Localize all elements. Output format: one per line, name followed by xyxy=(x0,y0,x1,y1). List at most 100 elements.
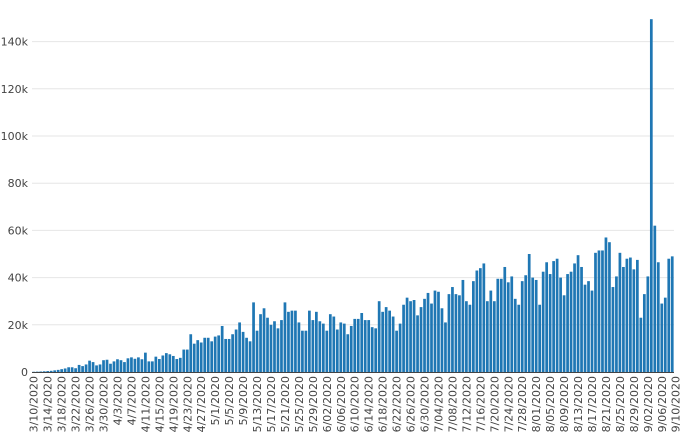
x-tick-label: 8/21/2020 xyxy=(600,376,613,432)
bar xyxy=(608,242,611,372)
bar xyxy=(220,325,224,372)
bar xyxy=(140,359,144,372)
bar xyxy=(412,300,416,372)
bar xyxy=(42,371,46,372)
bar xyxy=(151,361,154,372)
bar xyxy=(276,328,280,372)
bar xyxy=(541,271,545,372)
bar xyxy=(147,361,151,372)
bar xyxy=(458,295,461,372)
bar xyxy=(395,330,398,372)
bar xyxy=(615,276,618,372)
x-tick-label: 6/30/2020 xyxy=(419,376,432,432)
bar xyxy=(241,331,245,372)
bar xyxy=(84,364,88,372)
bar xyxy=(137,357,140,372)
bar xyxy=(171,355,175,372)
bar xyxy=(273,321,276,372)
bar xyxy=(499,278,503,372)
bar xyxy=(667,258,671,372)
bar xyxy=(649,19,653,373)
bar xyxy=(60,369,64,372)
bar xyxy=(102,360,105,372)
bar xyxy=(304,330,308,372)
bar xyxy=(339,322,343,372)
bar xyxy=(566,274,569,372)
bar xyxy=(203,337,207,372)
bar xyxy=(447,294,451,372)
bar xyxy=(489,290,493,372)
bar xyxy=(402,304,405,372)
x-tick-label: 7/12/2020 xyxy=(460,376,473,432)
bar xyxy=(370,327,374,372)
bar xyxy=(349,325,353,372)
bar xyxy=(409,301,412,372)
x-tick-label: 6/22/2020 xyxy=(391,376,404,432)
bar xyxy=(492,301,496,372)
bar xyxy=(335,329,339,372)
bar xyxy=(360,313,364,372)
bar xyxy=(35,371,39,373)
bar xyxy=(503,266,507,372)
bar xyxy=(426,292,430,372)
bar xyxy=(573,263,576,372)
bar xyxy=(538,304,542,372)
bar xyxy=(580,266,583,372)
bar xyxy=(95,365,98,372)
bar xyxy=(315,311,318,372)
bar xyxy=(234,329,238,372)
bar xyxy=(297,322,301,372)
bar xyxy=(506,282,510,372)
bar xyxy=(332,316,336,372)
y-tick-label: 80k xyxy=(8,177,29,190)
bar xyxy=(311,320,315,372)
bar xyxy=(266,317,269,372)
bar xyxy=(77,364,81,372)
x-tick-label: 7/28/2020 xyxy=(516,376,529,432)
x-tick-label: 7/20/2020 xyxy=(488,376,501,432)
bar xyxy=(109,363,112,372)
bar xyxy=(182,349,186,372)
bar xyxy=(161,355,165,372)
bar xyxy=(513,298,517,372)
bar xyxy=(346,334,350,372)
bar xyxy=(496,278,500,372)
bar xyxy=(405,297,409,372)
bar xyxy=(430,303,433,372)
x-tick-label: 6/18/2020 xyxy=(377,376,390,432)
x-tick-label: 8/09/2020 xyxy=(558,376,571,432)
bar xyxy=(67,367,70,372)
bar xyxy=(98,364,102,372)
x-tick-label: 4/27/2020 xyxy=(195,376,208,432)
bar xyxy=(482,263,486,372)
bar xyxy=(670,256,674,372)
bar xyxy=(342,323,346,372)
bar xyxy=(49,370,53,372)
x-tick-label: 3/18/2020 xyxy=(56,376,69,432)
bar xyxy=(63,368,67,372)
bar xyxy=(451,287,454,372)
bar xyxy=(70,367,74,372)
x-tick-label: 8/17/2020 xyxy=(586,376,599,432)
bar xyxy=(189,334,193,372)
bar xyxy=(444,322,447,372)
bar xyxy=(280,320,283,372)
bar xyxy=(629,257,632,372)
bar xyxy=(604,237,608,372)
bar xyxy=(56,369,60,372)
bar xyxy=(123,362,126,372)
bar xyxy=(227,338,231,372)
bar xyxy=(478,268,482,372)
bar xyxy=(618,252,622,372)
bar xyxy=(559,277,562,372)
x-tick-label: 5/21/2020 xyxy=(279,376,292,432)
x-tick-label: 5/9/2020 xyxy=(237,376,250,425)
bar xyxy=(440,308,444,372)
bar xyxy=(534,279,538,372)
bar xyxy=(283,302,287,372)
bar xyxy=(465,301,468,372)
bar xyxy=(39,371,43,373)
y-tick-label: 140k xyxy=(1,36,29,49)
bar xyxy=(210,341,214,372)
